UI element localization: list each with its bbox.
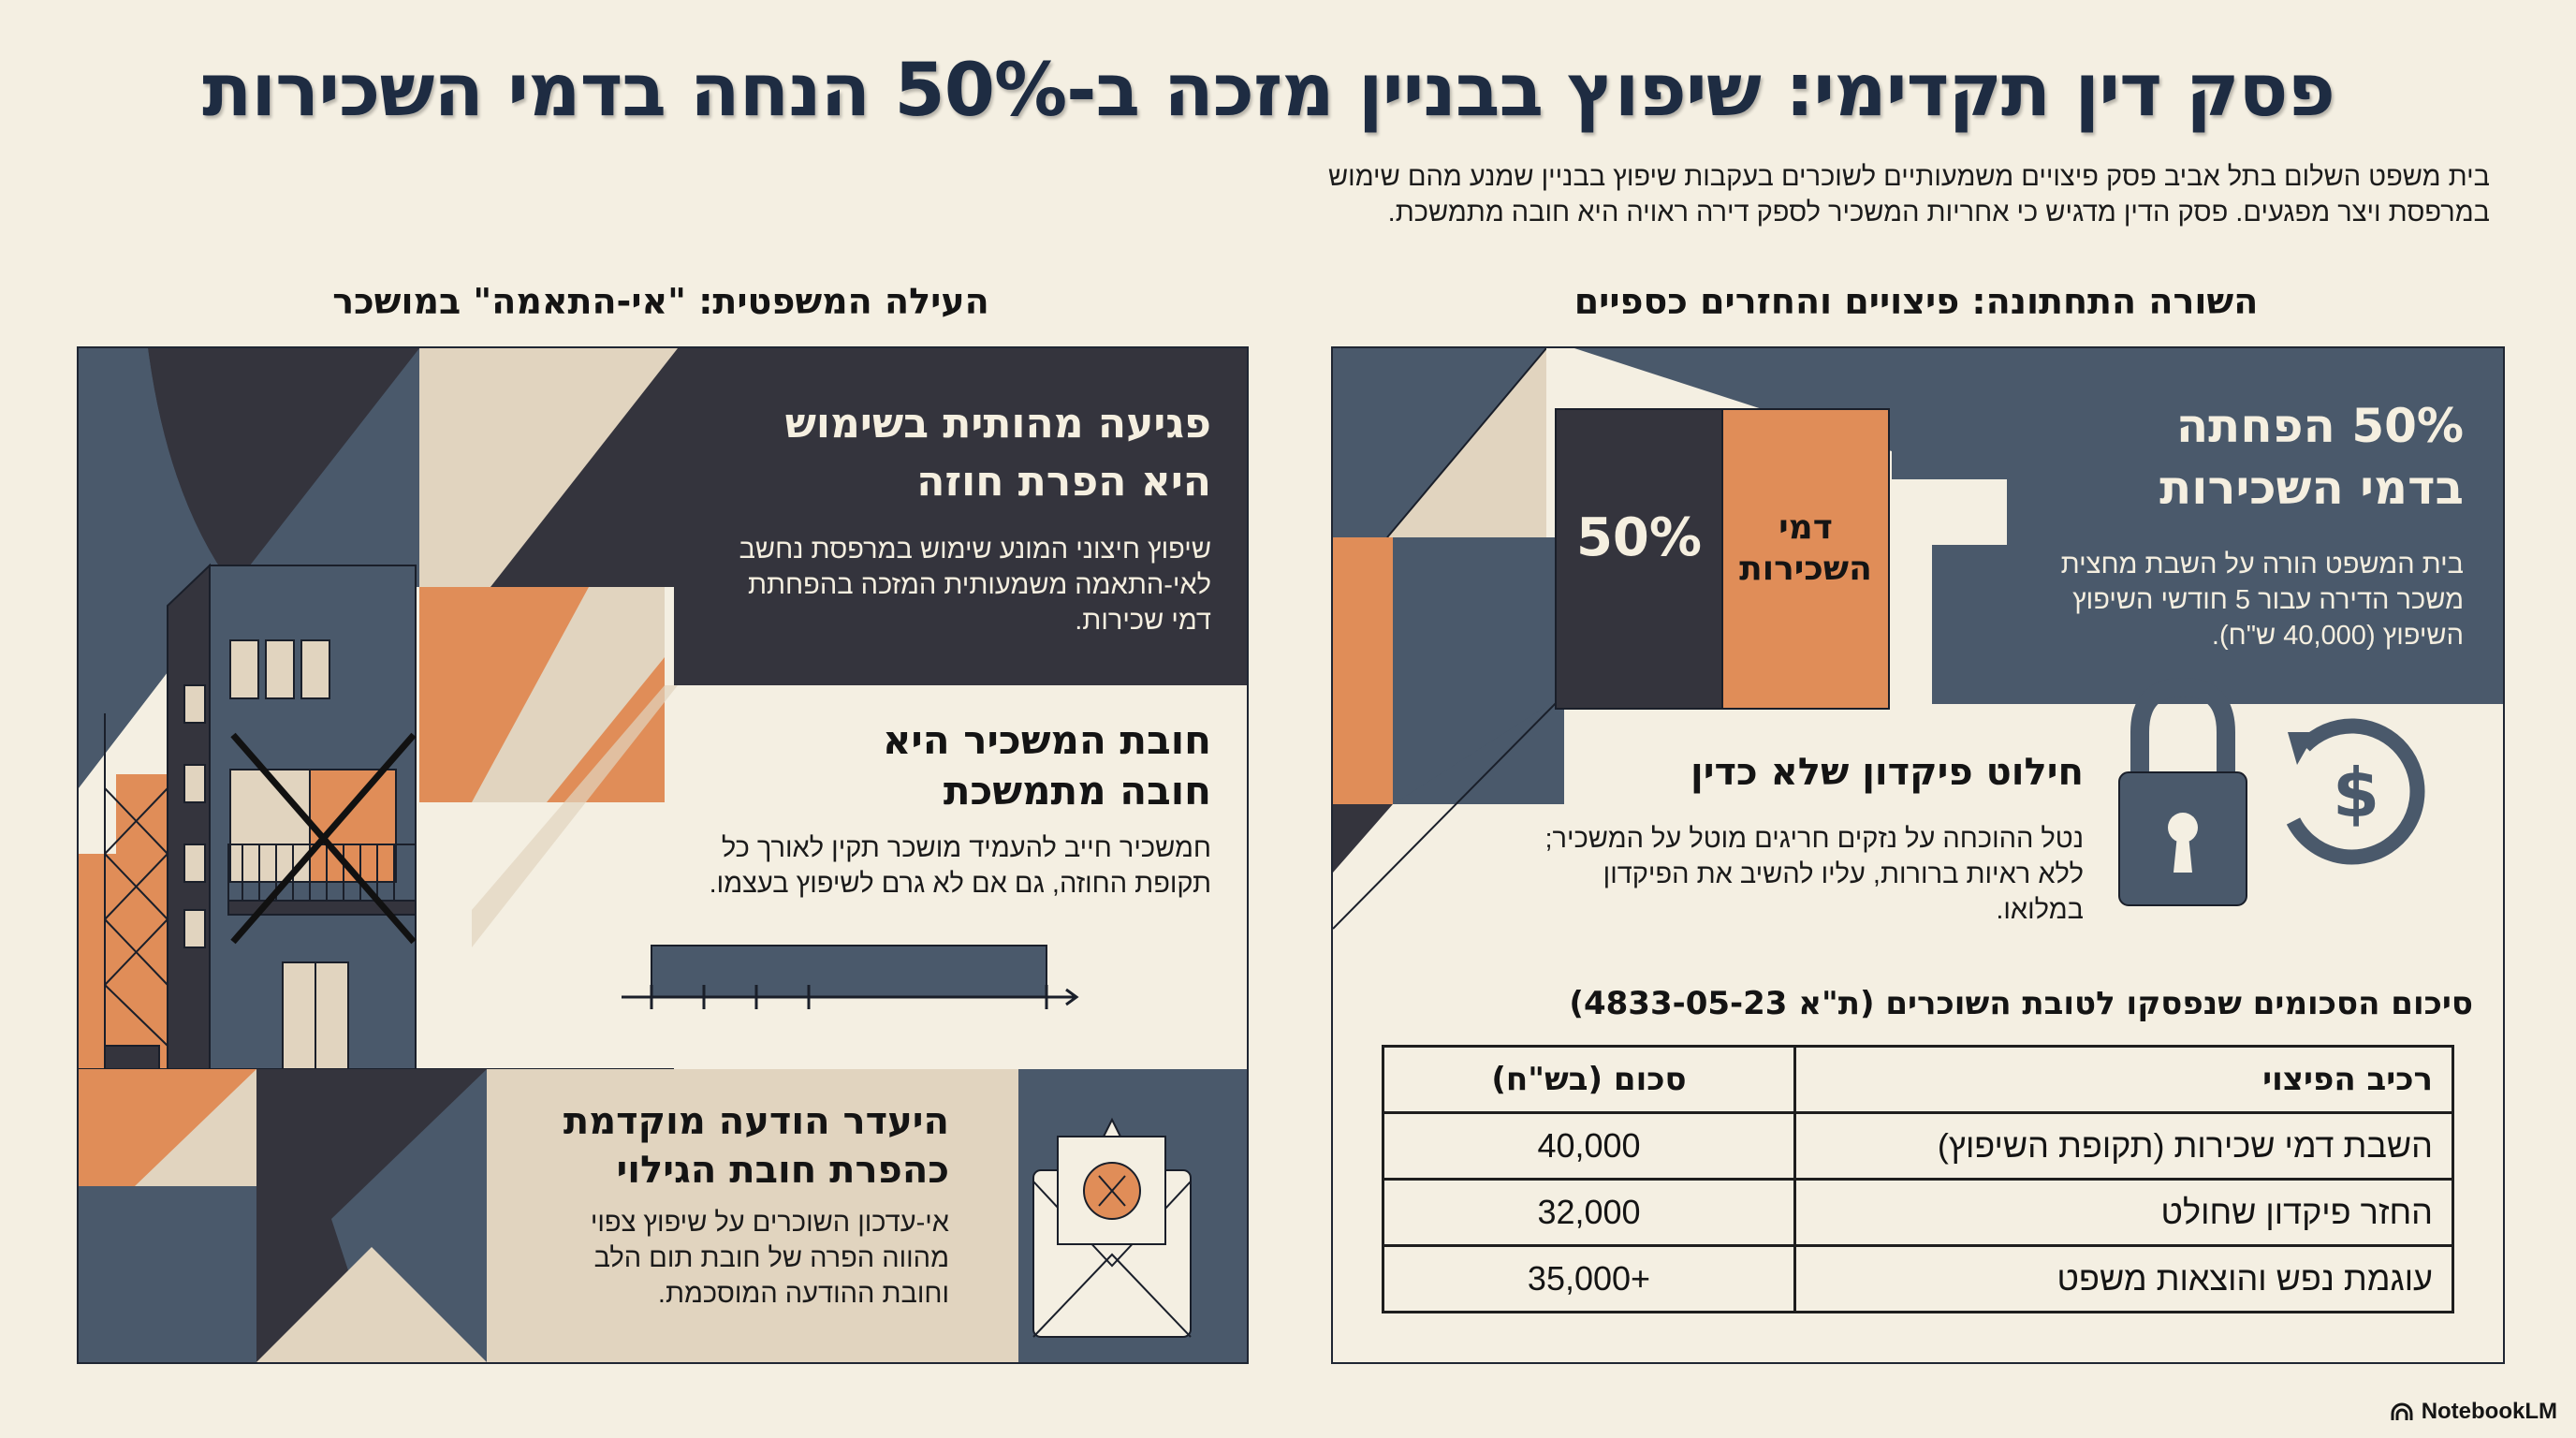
block-title-substantial-impairment: פגיעה מהותית בשימוש היא הפרת חוזה — [687, 395, 1211, 511]
row-amount: 35,000+ — [1382, 1244, 1796, 1313]
block-body-no-notice: אי-עדכון השוכרים על שיפוץ צפוי מהווה הפר… — [528, 1205, 949, 1312]
envelope-x-icon — [1032, 1117, 1192, 1338]
title-line: היא הפרת חוזה — [916, 458, 1211, 506]
timeline-arrow-icon — [622, 945, 1079, 1009]
summary-title: סיכום הסכומים שנפסקו לטובת השוכרים (ת"א … — [1569, 985, 2473, 1022]
body-line: דמי שכירות. — [1075, 606, 1211, 636]
block-body-deposit: נטל ההוכחה על נזקים חריגים מוטל על המשכי… — [1503, 821, 2085, 928]
block-body-continuing-obligation: חמשכיר חייב להעמיד מושכר תקין לאורך כל ת… — [650, 830, 1211, 902]
summary-table: רכיב הפיצוי סכום (בש"ח) השבת דמי שכירות … — [1382, 1045, 2454, 1313]
page-title: פסק דין תקדימי: שיפוץ בבניין מזכה ב-50% … — [202, 49, 2335, 133]
money-refund-icon: $ — [2286, 718, 2425, 865]
rent-label: דמי השכירות — [1722, 507, 1889, 590]
table-row: החזר פיקדון שחולט 32,000 — [1382, 1178, 2454, 1247]
body-line: בית המשפט הורה על השבת מחצית — [2060, 550, 2464, 580]
table-header-row: רכיב הפיצוי סכום (בש"ח) — [1382, 1045, 2454, 1114]
body-line: וחובת ההודעה המוסכמת. — [657, 1279, 949, 1309]
notebooklm-logo-icon — [2391, 1402, 2413, 1420]
padlock-icon — [2118, 677, 2247, 906]
block-title-rent-reduction: 50% הפחתה בדמי השכירות — [1939, 395, 2464, 519]
column-header-amount: סכום (בש"ח) — [1382, 1045, 1796, 1114]
row-item: עוגמת נפש והוצאות משפט — [1793, 1244, 2454, 1313]
body-line: משכר הדירה עבור 5 חודשי השיפוץ — [2072, 585, 2464, 615]
title-line: בדמי השכירות — [2159, 461, 2464, 515]
body-line: שיפוץ חיצוני המונע שימוש במרפסת נחשב — [739, 535, 1211, 565]
right-section-heading: השורה התחתונה: פיצויים והחזרים כספיים — [1573, 281, 2259, 322]
title-line: חובת המשכיר היא — [882, 717, 1211, 763]
geometric-background — [79, 348, 1247, 1362]
row-amount: 40,000 — [1382, 1111, 1796, 1181]
block-body-rent-reduction: בית המשפט הורה על השבת מחצית משכר הדירה … — [1996, 547, 2464, 653]
percent-label: 50% — [1575, 507, 1703, 568]
block-body-substantial-impairment: שיפוץ חיצוני המונע שימוש במרפסת נחשב לאי… — [687, 532, 1211, 638]
title-line: חובה מתמשכת — [943, 768, 1211, 814]
left-section-heading: העילה המשפטית: "אי-התאמה" במושכר — [332, 281, 989, 322]
brand-name: NotebookLM — [2421, 1399, 2557, 1424]
body-line: תקופת החוזה, גם אם לא גרם לשיפוץ בעצמו. — [709, 869, 1211, 899]
subtitle-line: בית משפט השלום בתל אביב פסק פיצויים משמע… — [1328, 162, 2490, 192]
block-title-continuing-obligation: חובת המשכיר היא חובה מתמשכת — [687, 715, 1211, 816]
column-header-item: רכיב הפיצוי — [1793, 1045, 2454, 1114]
compensation-panel: $ 50% דמי השכירות 50% הפחתה בדמי השכירות… — [1331, 346, 2505, 1364]
row-amount: 32,000 — [1382, 1178, 1796, 1247]
subtitle-line: במרפסת ויצר מפגעים. פסק הדין מדגיש כי אח… — [1387, 198, 2490, 227]
body-line: ללא ראיות ברורות, עליו להשיב את הפיקדון — [1603, 859, 2084, 889]
body-line: לאי-התאמה משמעותית המזכה בהפחתת — [747, 570, 1211, 600]
rent-label-line: השכירות — [1739, 550, 1872, 588]
body-line: אי-עדכון השוכרים על שיפוץ צפוי — [590, 1208, 949, 1238]
rent-label-line: דמי — [1778, 508, 1833, 547]
block-title-no-notice: היעדר הודעה מוקדמת כהפרת חובת הגילוי — [528, 1097, 949, 1195]
body-line: במלואו. — [1996, 895, 2084, 925]
body-line: מהווה הפרה של חובת תום הלב — [593, 1243, 949, 1273]
title-line: פגיעה מהותית בשימוש — [784, 400, 1211, 448]
page-subtitle: בית משפט השלום בתל אביב פסק פיצויים משמע… — [1179, 159, 2490, 230]
title-line: כהפרת חובת הגילוי — [616, 1149, 949, 1192]
row-item: השבת דמי שכירות (תקופת השיפוץ) — [1793, 1111, 2454, 1181]
body-line: השיפוץ (40,000 ש"ח). — [2211, 621, 2464, 651]
block-title-deposit: חילוט פיקדון שלא כדין — [1690, 751, 2084, 794]
table-row: עוגמת נפש והוצאות משפט 35,000+ — [1382, 1244, 2454, 1313]
crossed-balcony-icon — [230, 732, 417, 945]
svg-text:$: $ — [2333, 754, 2379, 832]
body-line: חמשכיר חייב להעמיד מושכר תקין לאורך כל — [721, 833, 1211, 863]
notebooklm-brand: NotebookLM — [2390, 1399, 2557, 1425]
title-line: היעדר הודעה מוקדמת — [563, 1100, 949, 1143]
row-item: החזר פיקדון שחולט — [1793, 1178, 2454, 1247]
table-row: השבת דמי שכירות (תקופת השיפוץ) 40,000 — [1382, 1111, 2454, 1181]
title-line: 50% הפחתה — [2175, 399, 2464, 453]
rent-reduction-graphic — [1555, 408, 1890, 710]
legal-grounds-panel: פגיעה מהותית בשימוש היא הפרת חוזה שיפוץ … — [77, 346, 1249, 1364]
body-line: נטל ההוכחה על נזקים חריגים מוטל על המשכי… — [1544, 824, 2085, 854]
